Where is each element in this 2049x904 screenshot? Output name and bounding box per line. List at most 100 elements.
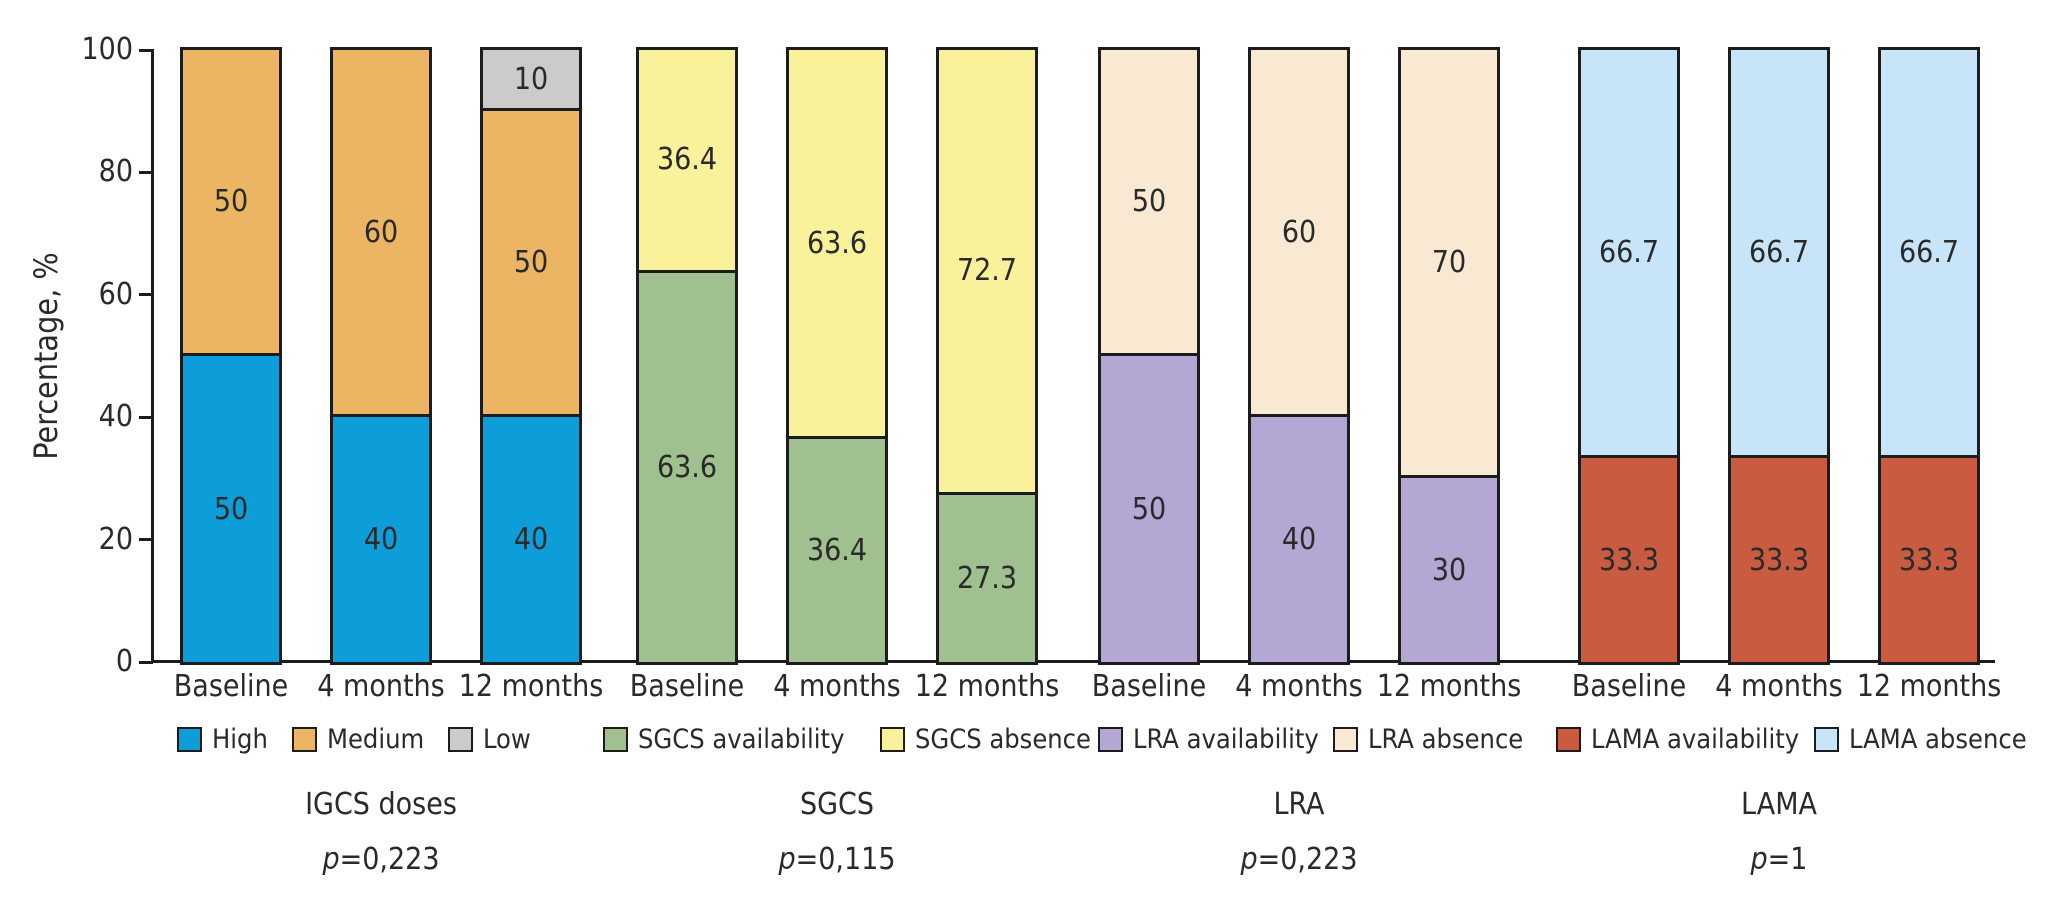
y-tick-label: 0: [115, 644, 133, 679]
x-tick-label-text: Baseline: [173, 668, 289, 704]
bar-segment-label: 33.3: [1598, 542, 1660, 578]
bar-segment-label: 72.7: [956, 253, 1018, 289]
bar: 66.7 33.3: [1578, 47, 1680, 665]
x-tick-label: Baseline: [1092, 669, 1206, 704]
bar-segment: 10: [483, 50, 579, 112]
bar-segment-label: 50: [513, 245, 549, 281]
legend-label: LRA absence: [1368, 724, 1524, 755]
bar-column: 36.4 63.6: [636, 47, 738, 665]
y-tick-mark: [139, 415, 153, 419]
bar: 50 50: [1098, 47, 1200, 665]
bar-segment-label: 66.7: [1898, 235, 1960, 271]
x-tick-labels: Baseline 4 months 12 months: [630, 669, 1060, 704]
bar-segment-label: 27.3: [956, 560, 1018, 596]
legend-swatch: [603, 727, 628, 752]
legend-item: High: [177, 726, 268, 753]
y-tick-mark: [139, 170, 153, 174]
bar-group: 50 50 60 40 70 30 Baseline 4 months 12 months LRA…: [1092, 47, 1522, 876]
bar-segment: 60: [1251, 50, 1347, 418]
y-tick-label: 80: [98, 154, 133, 190]
y-tick-label: 60: [98, 276, 133, 312]
p-value-label: p=0,223: [1098, 844, 1500, 876]
x-tick-label: 12 months: [459, 669, 604, 704]
bar: 66.7 33.3: [1728, 47, 1830, 665]
legend-item: Medium: [292, 724, 425, 755]
x-tick-label-text: 12 months: [1376, 668, 1522, 704]
x-tick-label-text: 4 months: [1715, 668, 1843, 704]
p-value-label: p=0,115: [636, 844, 1038, 876]
bars-row: 50 50 60 40 70 30: [1098, 47, 1500, 665]
bar-column: 60 40: [1248, 47, 1350, 665]
bar-segment: 66.7: [1581, 50, 1677, 459]
bar-segment-label: 60: [1281, 214, 1317, 250]
bar-segment-label: 63.6: [656, 449, 718, 485]
bar: 36.4 63.6: [636, 47, 738, 665]
legend-item: LRA availability: [1098, 726, 1319, 753]
bar-segment: 50: [183, 356, 279, 662]
legend-item: LRA absence: [1333, 724, 1524, 755]
bar-segment-label: 30: [1431, 552, 1467, 588]
bar-segment: 50: [483, 111, 579, 418]
legend-item: SGCS availability: [603, 726, 844, 753]
x-tick-label: 12 months: [915, 669, 1060, 704]
bar-segment: 33.3: [1581, 458, 1677, 662]
bar-column: 60 40: [330, 47, 432, 665]
legend-swatch: [292, 727, 317, 752]
y-tick-label: 20: [98, 521, 133, 557]
bar-segment: 40: [483, 417, 579, 662]
bar-segment: 50: [1101, 50, 1197, 356]
x-tick-label-text: 4 months: [317, 668, 445, 704]
bar-segment: 36.4: [639, 50, 735, 273]
legend-item: LAMA absence: [1814, 726, 2027, 753]
legend-label: Medium: [327, 724, 425, 755]
x-tick-label: Baseline: [174, 669, 288, 704]
bar-group: 66.7 33.3 66.7 33.3 66.7 33.3 Baseline 4 months…: [1572, 47, 2002, 876]
bar-segment-label: 40: [1281, 522, 1317, 558]
x-tick-labels: Baseline 4 months 12 months: [1092, 668, 1522, 704]
x-tick-label: 12 months: [1377, 669, 1522, 704]
legend-swatch: [880, 727, 905, 752]
bar: 63.6 36.4: [786, 47, 888, 665]
bar-segment: 63.6: [639, 272, 735, 662]
y-tick-mark: [139, 48, 153, 52]
bar-segment-label: 63.6: [806, 225, 868, 261]
legend-item: LAMA availability: [1556, 726, 1799, 753]
x-tick-label-text: 12 months: [914, 668, 1060, 704]
bar-segment: 50: [183, 50, 279, 356]
x-tick-label-text: Baseline: [629, 668, 745, 704]
legend-swatch: [448, 727, 473, 752]
bar-segment-label: 50: [1131, 184, 1167, 219]
y-tick-mark: [139, 660, 153, 664]
bar-segment: 40: [333, 417, 429, 662]
bar-segment: 33.3: [1731, 458, 1827, 662]
bar-column: 50 50: [1098, 47, 1200, 665]
y-tick-mark: [139, 293, 153, 297]
bar-segment-label: 60: [363, 214, 399, 250]
p-value-text: =0,223: [1257, 842, 1358, 877]
x-tick-label: 4 months: [317, 669, 444, 704]
bar-segment: 36.4: [789, 439, 885, 662]
bar: 72.7 27.3: [936, 47, 1038, 665]
legend-swatch: [1333, 727, 1358, 752]
x-tick-label: 12 months: [1857, 669, 2002, 704]
group-label: LAMA: [1741, 787, 1817, 822]
bar-segment: 60: [333, 50, 429, 418]
bar-segment-label: 50: [213, 184, 249, 219]
bar-column: 66.7 33.3: [1728, 47, 1830, 665]
bar-segment-label: 33.3: [1898, 542, 1960, 578]
bar-segment-label: 50: [213, 491, 249, 527]
bar-segment: 40: [1251, 417, 1347, 662]
legend-label: Low: [483, 724, 531, 755]
x-tick-label: 4 months: [1715, 669, 1842, 704]
bar: 60 40: [330, 47, 432, 665]
bar-segment: 70: [1401, 50, 1497, 479]
x-tick-label-text: 4 months: [1235, 668, 1363, 704]
x-tick-label: 4 months: [773, 669, 900, 704]
bar-column: 50 50: [180, 47, 282, 665]
bar-column: 72.7 27.3: [936, 47, 1038, 665]
y-tick-mark: [139, 538, 153, 542]
bar-segment-label: 40: [513, 522, 549, 558]
bar-segment-label: 66.7: [1598, 235, 1660, 271]
y-axis-line: [151, 49, 154, 663]
bar-segment-label: 10: [513, 61, 549, 97]
